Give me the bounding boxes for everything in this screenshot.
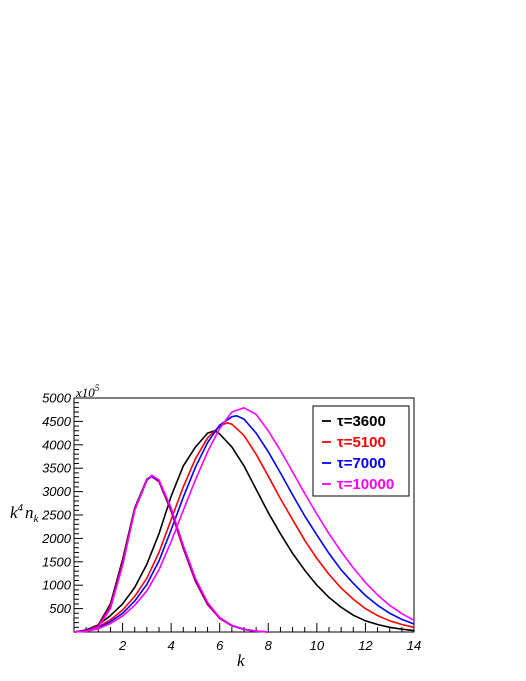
series-line-1-high-peak [73,429,415,633]
legend-label: τ=3600 [337,413,386,430]
legend-label: τ=7000 [337,455,386,472]
x-tick-label: 4 [168,638,175,653]
y-tick-label: 3000 [42,484,72,499]
y-axis-title: k4 nk [10,502,40,525]
series-line-4-low-peak [73,474,269,633]
y-tick-label: 2000 [41,531,72,546]
series-line-2-high-peak [73,421,415,633]
y-tick-label: 4500 [42,414,72,429]
series-line-3-low-peak [73,475,269,633]
legend-label: τ=5100 [337,434,386,451]
series-line-2-low-peak [73,475,269,633]
x-tick-label: 2 [118,638,127,653]
y-tick-label: 1500 [42,554,72,569]
y-tick-label: 1000 [42,578,72,593]
series-lines [73,406,415,633]
legend-label: τ=10000 [337,476,394,493]
y-tick-label: 3500 [42,461,72,476]
y-multiplier: x105 [75,383,100,400]
legend: τ=3600 τ=5100 τ=7000 τ=10000 [312,405,410,497]
x-tick-label: 6 [216,638,224,653]
y-tick-label: 4000 [42,437,72,452]
series-line-3-high-peak [73,414,415,633]
axes: 2 4 6 8 10 12 14 500 1000 1500 2000 2500 3000 3500 400… [41,391,421,654]
y-tick-label: 5000 [42,391,72,406]
x-tick-label: 8 [265,638,273,653]
x-tick-label: 14 [407,638,421,653]
y-tick-label: 2500 [41,508,72,523]
x-axis-title: k [237,651,245,670]
y-tick-label: 500 [49,601,71,616]
x-tick-label: 12 [358,638,373,653]
x-tick-label: 10 [310,638,325,653]
series-line-1-low-peak [73,475,269,633]
series-line-4-high-peak [73,406,415,633]
